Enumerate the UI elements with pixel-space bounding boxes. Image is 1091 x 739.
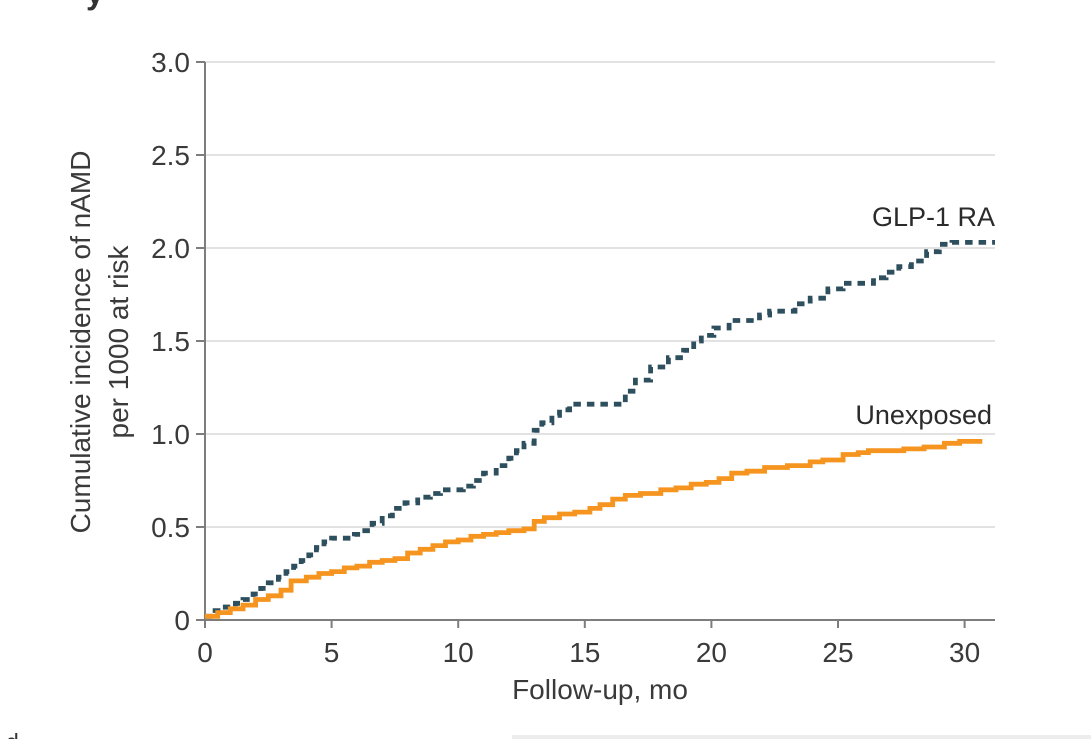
- cropped-risk-table-glyph-fragment: d: [6, 729, 34, 739]
- x-tick-label-30: 30: [949, 637, 980, 668]
- y-tick-label-1.0: 1.0: [151, 419, 190, 450]
- x-tick-label-5: 5: [324, 637, 340, 668]
- series-label-unexposed: Unexposed: [855, 400, 992, 430]
- x-tick-label-25: 25: [822, 637, 853, 668]
- y-tick-label-0.5: 0.5: [151, 512, 190, 543]
- y-tick-label-3.0: 3.0: [151, 47, 190, 78]
- y-tick-label-2.0: 2.0: [151, 233, 190, 264]
- y-axis-label-line2: per 1000 at risk: [103, 245, 134, 439]
- x-axis-label: Follow-up, mo: [512, 674, 688, 705]
- cropped-title-glyph-fragment: y: [86, 0, 130, 11]
- x-tick-label-20: 20: [696, 637, 727, 668]
- series-label-glp-1-ra: GLP-1 RA: [871, 202, 995, 232]
- x-tick-label-15: 15: [569, 637, 600, 668]
- y-axis-label: Cumulative incidence of nAMD per 1000 at…: [62, 42, 138, 642]
- y-tick-label-2.5: 2.5: [151, 140, 190, 171]
- series-curve-unexposed: [205, 439, 983, 619]
- x-tick-label-0: 0: [197, 637, 213, 668]
- cropped-bottom-divider: [512, 735, 1091, 739]
- series-curve-glp-1-ra: [205, 240, 995, 619]
- y-axis-label-line1: Cumulative incidence of nAMD: [65, 150, 96, 534]
- y-tick-label-0: 0: [174, 605, 190, 636]
- y-tick-label-1.5: 1.5: [151, 326, 190, 357]
- x-tick-label-10: 10: [443, 637, 474, 668]
